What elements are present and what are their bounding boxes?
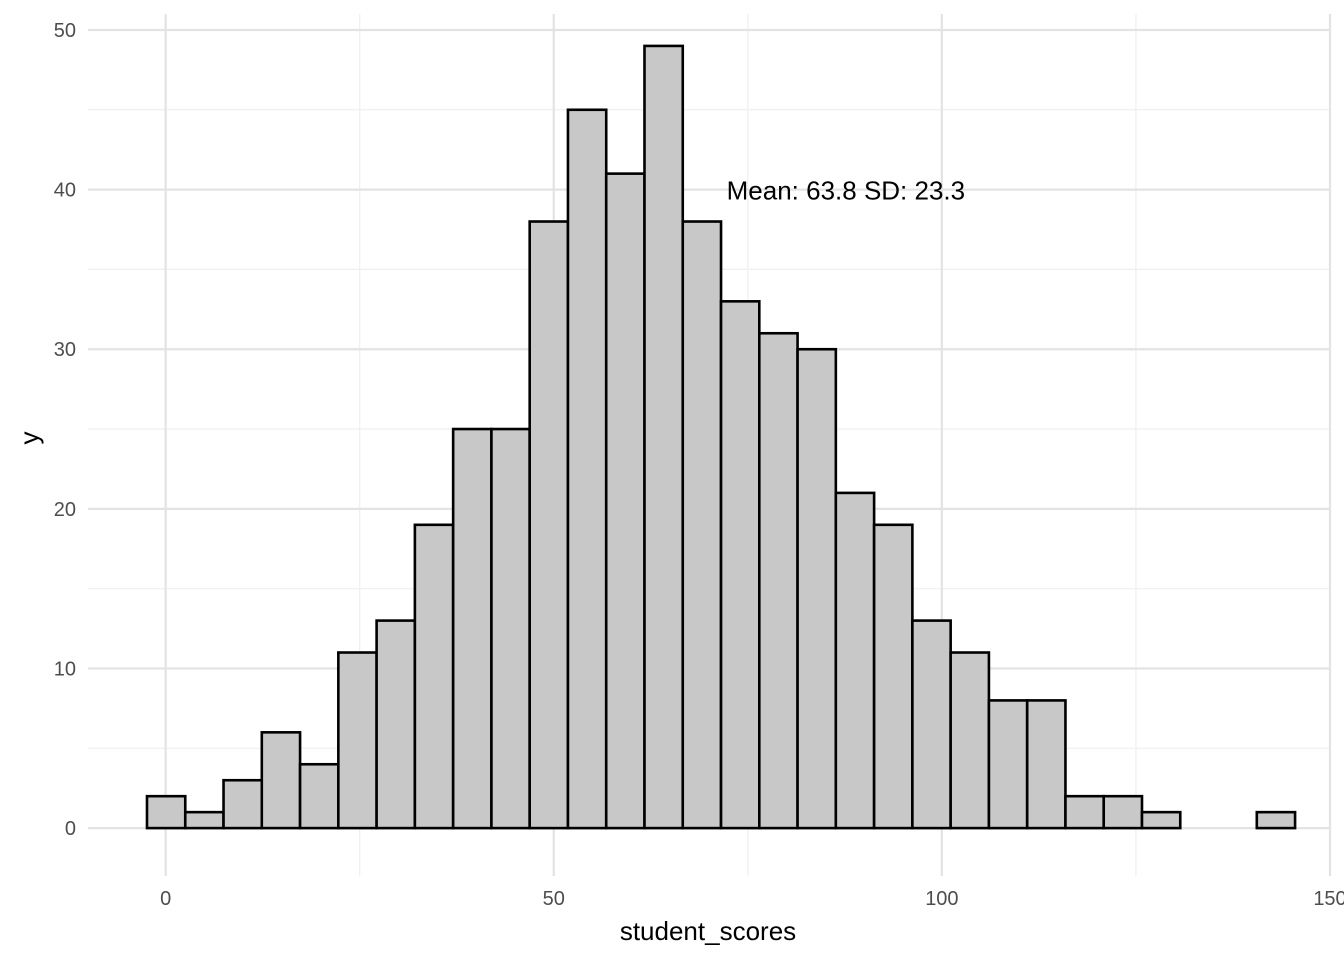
histogram-bar: [183, 810, 225, 830]
histogram-bar: [375, 619, 417, 830]
histogram-bar: [1140, 810, 1182, 830]
y-tick-label: 30: [54, 339, 76, 361]
histogram-bar: [1255, 810, 1297, 830]
histogram-bar: [719, 300, 761, 830]
histogram-bar: [872, 523, 914, 830]
histogram-bar: [566, 108, 608, 830]
histogram-bar: [1025, 699, 1067, 830]
histogram-bar: [337, 651, 378, 830]
histogram-bar: [758, 331, 799, 830]
x-axis-title: student_scores: [620, 916, 796, 946]
histogram-bars: [145, 44, 1297, 830]
mean-sd-annotation: Mean: 63.8 SD: 23.3: [727, 176, 965, 206]
histogram-bar: [987, 699, 1029, 830]
y-axis-ticks: 0 10 20 30 40 50: [54, 20, 76, 840]
y-tick-label: 40: [54, 180, 76, 202]
histogram-bar: [1064, 794, 1106, 830]
histogram-bar: [834, 491, 876, 830]
histogram-bar: [911, 619, 952, 830]
x-tick-label: 150: [1313, 888, 1344, 910]
histogram-bar: [490, 427, 531, 830]
y-tick-label: 50: [54, 20, 76, 42]
histogram-bar: [413, 523, 455, 830]
histogram-bar: [1102, 794, 1144, 830]
x-tick-label: 100: [925, 888, 958, 910]
y-tick-label: 10: [54, 658, 76, 680]
histogram-bar: [528, 220, 570, 830]
histogram-bar: [604, 172, 646, 830]
histogram-bar: [145, 794, 187, 830]
histogram-bar: [681, 220, 723, 830]
histogram-bar: [260, 731, 302, 830]
histogram-bar: [949, 651, 991, 830]
histogram-bar: [451, 427, 493, 830]
y-tick-label: 20: [54, 499, 76, 521]
histogram-bar: [643, 44, 685, 830]
y-axis-title: y: [14, 432, 44, 445]
histogram-bar: [222, 778, 264, 830]
x-tick-label: 0: [160, 888, 171, 910]
x-axis-ticks: 0 50 100 150: [160, 888, 1344, 910]
x-tick-label: 50: [543, 888, 565, 910]
y-tick-label: 0: [65, 818, 76, 840]
histogram-bar: [796, 347, 838, 830]
histogram-bar: [298, 762, 340, 830]
